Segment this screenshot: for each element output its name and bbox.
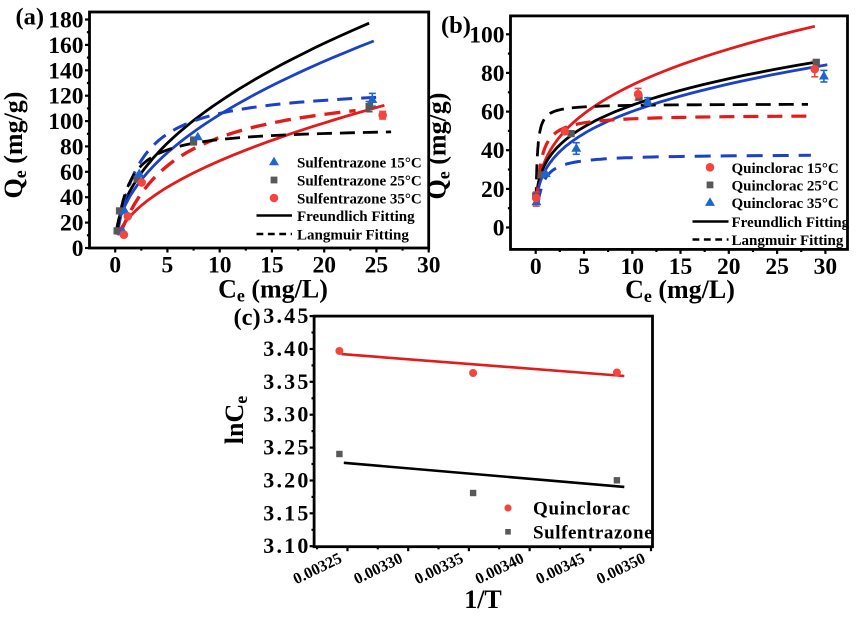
svg-text:Langmuir Fitting: Langmuir Fitting (297, 228, 409, 244)
svg-text:10: 10 (621, 254, 645, 280)
svg-text:Quinclorac 15°C: Quinclorac 15°C (732, 161, 839, 177)
svg-text:25: 25 (365, 253, 389, 279)
svg-text:Ce (mg/L): Ce (mg/L) (625, 275, 735, 306)
svg-text:80: 80 (481, 61, 505, 87)
svg-text:120: 120 (48, 84, 83, 110)
svg-text:3.40: 3.40 (263, 336, 310, 361)
svg-text:(b): (b) (441, 12, 471, 39)
svg-text:5: 5 (578, 254, 590, 280)
svg-text:lnCe: lnCe (220, 396, 251, 444)
svg-text:Quinclorac 25°C: Quinclorac 25°C (732, 178, 839, 194)
svg-text:20: 20 (717, 254, 741, 280)
svg-text:3.10: 3.10 (263, 533, 310, 558)
svg-text:Qe (mg/g): Qe (mg/g) (423, 93, 454, 200)
svg-text:(c): (c) (234, 304, 261, 331)
svg-text:Sulfentrazone 35°C: Sulfentrazone 35°C (297, 192, 422, 208)
svg-text:Quinclorac 35°C: Quinclorac 35°C (732, 196, 839, 212)
svg-text:(a): (a) (16, 3, 45, 30)
svg-text:20: 20 (312, 253, 336, 279)
svg-text:30: 30 (814, 254, 838, 280)
svg-text:Sulfentrazone: Sulfentrazone (533, 522, 653, 543)
svg-text:Quinclorac: Quinclorac (533, 499, 631, 520)
svg-text:3.15: 3.15 (263, 500, 310, 525)
svg-text:10: 10 (208, 253, 232, 279)
svg-text:0: 0 (493, 216, 505, 242)
svg-text:Qe (mg/g): Qe (mg/g) (0, 92, 30, 199)
svg-text:5: 5 (162, 253, 174, 279)
svg-text:15: 15 (260, 253, 284, 279)
svg-text:0: 0 (530, 254, 542, 280)
svg-text:80: 80 (60, 134, 84, 160)
svg-text:0: 0 (109, 253, 121, 279)
svg-text:20: 20 (481, 177, 505, 203)
svg-text:20: 20 (60, 211, 84, 237)
svg-text:Freundlich Fitting: Freundlich Fitting (732, 215, 850, 231)
svg-text:3.30: 3.30 (263, 402, 310, 427)
svg-text:160: 160 (48, 33, 83, 59)
svg-text:15: 15 (669, 254, 693, 280)
svg-text:Langmuir Fitting: Langmuir Fitting (732, 233, 844, 249)
svg-text:3.45: 3.45 (263, 303, 310, 328)
svg-text:3.25: 3.25 (263, 435, 310, 460)
svg-text:25: 25 (765, 254, 789, 280)
svg-text:Sulfentrazone 15°C: Sulfentrazone 15°C (297, 156, 422, 172)
svg-text:Ce (mg/L): Ce (mg/L) (218, 275, 328, 306)
svg-text:1/T: 1/T (464, 585, 502, 614)
svg-text:140: 140 (48, 58, 83, 84)
svg-text:30: 30 (417, 253, 441, 279)
svg-text:Freundlich Fitting: Freundlich Fitting (297, 209, 415, 225)
svg-text:40: 40 (60, 185, 84, 211)
svg-text:0: 0 (72, 236, 84, 262)
svg-text:Sulfentrazone 25°C: Sulfentrazone 25°C (297, 174, 422, 190)
svg-text:100: 100 (48, 109, 83, 135)
svg-text:60: 60 (481, 100, 505, 126)
svg-text:180: 180 (48, 8, 83, 34)
svg-text:3.20: 3.20 (263, 468, 310, 493)
svg-text:60: 60 (60, 160, 84, 186)
svg-text:3.35: 3.35 (263, 369, 310, 394)
svg-text:100: 100 (469, 22, 504, 48)
svg-text:40: 40 (481, 138, 505, 164)
